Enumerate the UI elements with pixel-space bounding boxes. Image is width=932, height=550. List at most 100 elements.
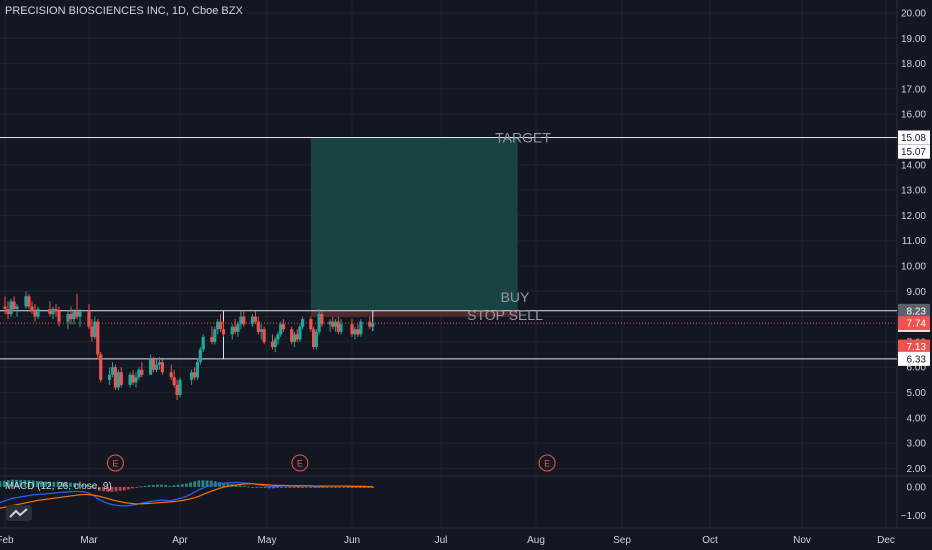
candle-body	[353, 329, 357, 335]
candle-body	[195, 362, 199, 378]
candle-body	[213, 329, 217, 342]
macd-histogram-bar	[2, 480, 6, 487]
x-axis-tick-dec: Dec	[877, 535, 895, 546]
candle-body	[157, 362, 162, 365]
macd-histogram-bar	[143, 485, 147, 487]
macd-histogram-bar	[126, 486, 130, 490]
macd-histogram-bar	[77, 483, 81, 487]
macd-histogram-bar	[296, 486, 300, 488]
candle-body	[333, 321, 338, 327]
candle-body	[292, 334, 297, 342]
earnings-marker	[538, 454, 556, 472]
macd-histogram-bar	[89, 486, 93, 488]
price-tag	[898, 316, 930, 331]
macd-histogram-bar	[164, 484, 168, 487]
tradingview-logo[interactable]	[6, 505, 32, 521]
candle-body	[169, 372, 173, 378]
x-axis-tick-jun: Jun	[344, 535, 360, 546]
buy-label: BUY	[501, 289, 530, 305]
macd-label: MACD (12, 26, close, 9)	[5, 481, 112, 492]
price-tag-label: 15.07	[901, 147, 926, 158]
macd-histogram-bar	[354, 486, 358, 488]
macd-histogram-bar	[110, 486, 114, 492]
x-axis-tick-apr: Apr	[172, 535, 188, 546]
macd-histogram-bar	[73, 482, 76, 487]
earnings-marker	[291, 454, 309, 472]
macd-histogram-bar	[48, 481, 52, 487]
macd-histogram-bar	[180, 484, 184, 487]
macd-y-tick: −1.00	[901, 511, 927, 522]
macd-histogram-bar	[329, 486, 333, 488]
candle-body	[54, 309, 58, 312]
macd-histogram-bar	[40, 481, 43, 487]
macd-histogram-bar	[60, 482, 64, 487]
candle-body	[51, 309, 55, 315]
y-axis-tick: 11.00	[902, 236, 927, 247]
candle-body	[149, 359, 153, 375]
candle-body	[216, 321, 220, 330]
candle-body	[192, 372, 197, 378]
y-axis-tick: 5.00	[907, 388, 927, 399]
candle-body	[281, 324, 286, 330]
y-axis-tick: 6.00	[907, 363, 927, 374]
candle-body	[30, 306, 34, 312]
candle-body	[36, 309, 40, 317]
candle-body	[371, 323, 375, 327]
candle-body	[3, 306, 7, 310]
y-axis-tick: 10.00	[901, 262, 926, 273]
price-tag	[898, 339, 930, 354]
candle-body	[250, 316, 255, 325]
macd-histogram-bar	[267, 486, 271, 489]
candle-body	[230, 326, 234, 335]
macd-histogram-bar	[263, 486, 267, 489]
macd-histogram-bar	[201, 480, 205, 487]
candle-body	[221, 329, 226, 335]
macd-histogram-bar	[114, 486, 118, 492]
macd-histogram-bar	[151, 484, 155, 487]
y-axis-tick: 17.00	[901, 84, 926, 95]
candle-body	[336, 321, 340, 332]
price-tag-label: 15.08	[901, 133, 926, 144]
macd-histogram-bar	[155, 484, 159, 487]
candle-body	[339, 324, 343, 332]
macd-histogram-bar	[135, 486, 139, 488]
macd-histogram-bar	[19, 479, 23, 487]
candle-body	[6, 309, 10, 315]
x-axis-tick-oct: Oct	[702, 535, 718, 546]
y-axis-tick: 4.00	[907, 413, 927, 424]
macd-histogram-bar	[205, 480, 209, 487]
macd-histogram-bar	[363, 486, 366, 488]
macd-histogram-bar	[27, 480, 31, 487]
macd-histogram-bar	[288, 486, 292, 488]
macd-histogram-bar	[168, 485, 172, 487]
macd-histogram-bar	[292, 486, 296, 488]
macd-histogram-bar	[23, 480, 27, 487]
y-axis-tick: 19.00	[901, 34, 926, 45]
candle-body	[259, 329, 263, 332]
price-tag	[898, 303, 930, 318]
candle-body	[99, 354, 103, 380]
candle-body	[356, 329, 360, 335]
candle-body	[256, 321, 260, 332]
candle-body	[72, 311, 76, 320]
candle-body	[27, 296, 31, 307]
macd-histogram-bar	[193, 481, 197, 487]
macd-histogram-bar	[52, 481, 56, 487]
macd-histogram-bar	[321, 486, 325, 488]
price-tag-label: 8.23	[907, 306, 927, 317]
macd-histogram-bar	[218, 482, 221, 487]
candle-body	[15, 306, 19, 310]
macd-histogram-bar	[172, 485, 176, 487]
candle-body	[262, 329, 266, 342]
macd-histogram-bar	[102, 486, 105, 492]
candle-body	[219, 321, 223, 330]
macd-histogram-bar	[242, 485, 246, 487]
candle-body	[242, 316, 246, 325]
candle-body	[33, 311, 37, 317]
candle-body	[9, 301, 13, 315]
candle-body	[131, 374, 135, 383]
candle-body	[151, 359, 156, 370]
y-axis-tick: 16.00	[901, 110, 926, 121]
macd-histogram-bar	[309, 486, 313, 488]
